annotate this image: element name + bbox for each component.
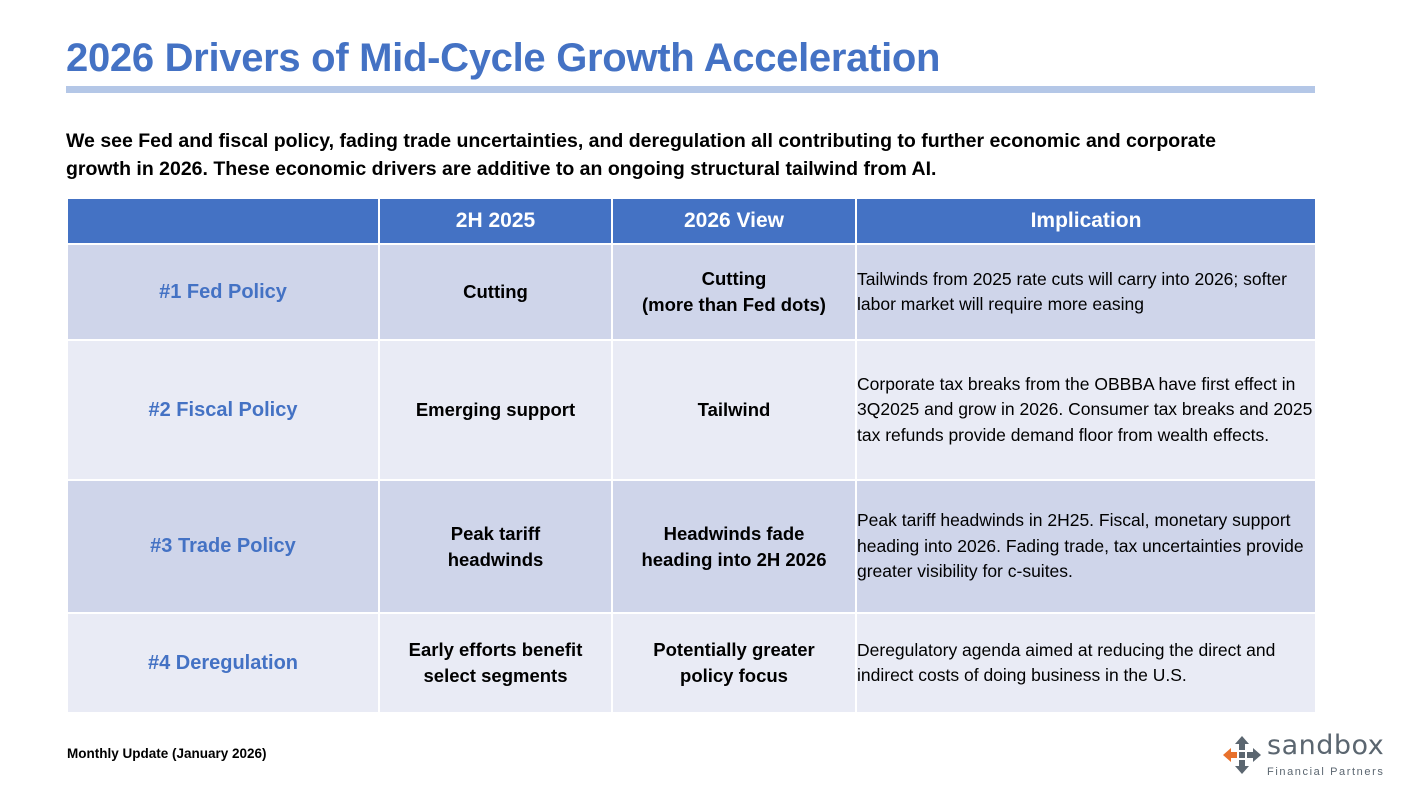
logo-name: sandbox: [1267, 730, 1385, 761]
footer-note: Monthly Update (January 2026): [67, 746, 267, 761]
view-2026-cell: Tailwind: [611, 339, 857, 481]
drivers-table: 2H 2025 2026 View Implication #1 Fed Pol…: [66, 197, 1317, 714]
driver-label: #4 Deregulation: [66, 612, 380, 714]
header-blank: [66, 197, 380, 245]
table-row: #2 Fiscal Policy Emerging support Tailwi…: [66, 339, 1317, 481]
driver-label: #1 Fed Policy: [66, 243, 380, 341]
h2-2025-cell: Peak tariff headwinds: [378, 479, 613, 614]
compass-arrows-icon: [1223, 736, 1261, 774]
intro-text: We see Fed and fiscal policy, fading tra…: [66, 130, 1216, 180]
implication-cell: Peak tariff headwinds in 2H25. Fiscal, m…: [855, 479, 1317, 614]
title-underline: [66, 86, 1315, 93]
header-implication: Implication: [855, 197, 1317, 245]
table-row: #1 Fed Policy Cutting Cutting (more than…: [66, 243, 1317, 341]
table-row: #3 Trade Policy Peak tariff headwinds He…: [66, 479, 1317, 614]
implication-cell: Deregulatory agenda aimed at reducing th…: [855, 612, 1317, 714]
h2-2025-cell: Cutting: [378, 243, 613, 341]
sandbox-logo: sandbox Financial Partners: [1222, 730, 1397, 781]
page-title: 2026 Drivers of Mid-Cycle Growth Acceler…: [66, 36, 941, 80]
h2-2025-cell: Early efforts benefit select segments: [378, 612, 613, 714]
header-2026-view: 2026 View: [611, 197, 857, 245]
logo-subtitle: Financial Partners: [1267, 766, 1385, 778]
table-row: #4 Deregulation Early efforts benefit se…: [66, 612, 1317, 714]
driver-label: #2 Fiscal Policy: [66, 339, 380, 481]
h2-2025-cell: Emerging support: [378, 339, 613, 481]
view-2026-cell: Cutting (more than Fed dots): [611, 243, 857, 341]
header-2h-2025: 2H 2025: [378, 197, 613, 245]
implication-cell: Corporate tax breaks from the OBBBA have…: [855, 339, 1317, 481]
driver-label: #3 Trade Policy: [66, 479, 380, 614]
table-header-row: 2H 2025 2026 View Implication: [66, 197, 1317, 245]
view-2026-cell: Potentially greater policy focus: [611, 612, 857, 714]
view-2026-cell: Headwinds fade heading into 2H 2026: [611, 479, 857, 614]
implication-cell: Tailwinds from 2025 rate cuts will carry…: [855, 243, 1317, 341]
